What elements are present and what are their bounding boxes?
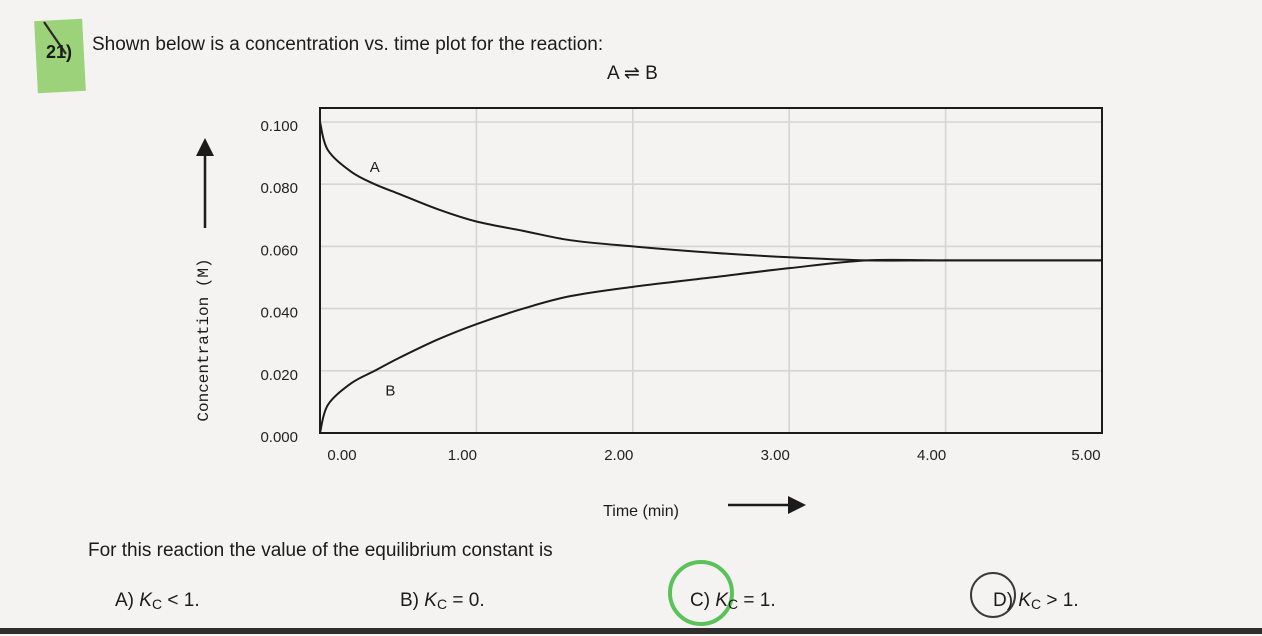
x-axis-label: Time (min): [603, 503, 679, 520]
y-tick-label: 0.080: [260, 180, 298, 197]
answer-option-d[interactable]: D) KC > 1.: [993, 590, 1079, 612]
x-tick-label: 1.00: [448, 447, 477, 464]
x-tick-label: 2.00: [604, 447, 633, 464]
series-label-a: A: [370, 159, 380, 176]
question-prompt: For this reaction the value of the equil…: [88, 540, 553, 561]
x-axis-arrow-icon: [728, 496, 806, 514]
x-tick-label: 4.00: [917, 447, 946, 464]
y-tick-label: 0.100: [260, 118, 298, 135]
x-tick-label: 0.00: [327, 447, 356, 464]
answer-option-a[interactable]: A) KC < 1.: [115, 590, 200, 612]
plot-frame: [319, 107, 1103, 434]
y-tick-labels: 0.000 0.020 0.040 0.060 0.080 0.100: [260, 118, 298, 446]
y-tick-label: 0.000: [260, 429, 298, 446]
y-tick-label: 0.040: [260, 305, 298, 322]
x-tick-label: 3.00: [761, 447, 790, 464]
reaction-equation: A ⇌ B: [607, 63, 658, 84]
series-label-b: B: [385, 383, 395, 400]
pencil-answer-circle: [970, 572, 1016, 618]
x-tick-labels: 0.00 1.00 2.00 3.00 4.00 5.00: [327, 447, 1100, 464]
selected-answer-circle: [668, 560, 734, 626]
question-text: Shown below is a concentration vs. time …: [92, 34, 604, 55]
chart-series: [319, 121, 1102, 434]
chart-grid: [319, 108, 1103, 434]
pencil-check-mark: [43, 21, 67, 55]
series-line-b: [319, 258, 1102, 434]
y-tick-label: 0.060: [260, 242, 298, 259]
y-axis-arrow-icon: [196, 138, 214, 228]
answer-option-c[interactable]: C) KC = 1.: [690, 590, 776, 612]
answer-option-b[interactable]: B) KC = 0.: [400, 590, 485, 612]
y-axis-label: Concentration (M): [195, 258, 213, 421]
series-line-a: [319, 121, 1102, 262]
x-tick-label: 5.00: [1071, 447, 1100, 464]
y-tick-label: 0.020: [260, 367, 298, 384]
page-bottom-edge: [0, 628, 1262, 634]
series-labels: AB: [370, 159, 396, 400]
question-number: 21): [46, 42, 73, 62]
